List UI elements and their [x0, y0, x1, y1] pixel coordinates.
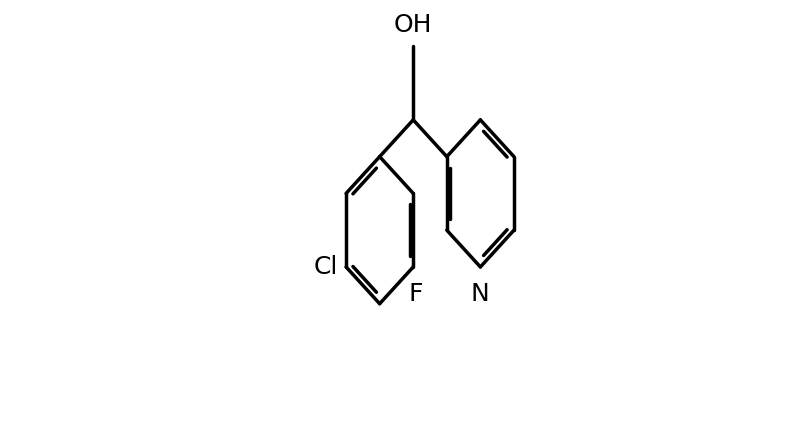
- Text: Cl: Cl: [314, 255, 338, 279]
- Text: N: N: [470, 282, 489, 306]
- Text: F: F: [408, 282, 423, 306]
- Text: OH: OH: [393, 12, 432, 36]
